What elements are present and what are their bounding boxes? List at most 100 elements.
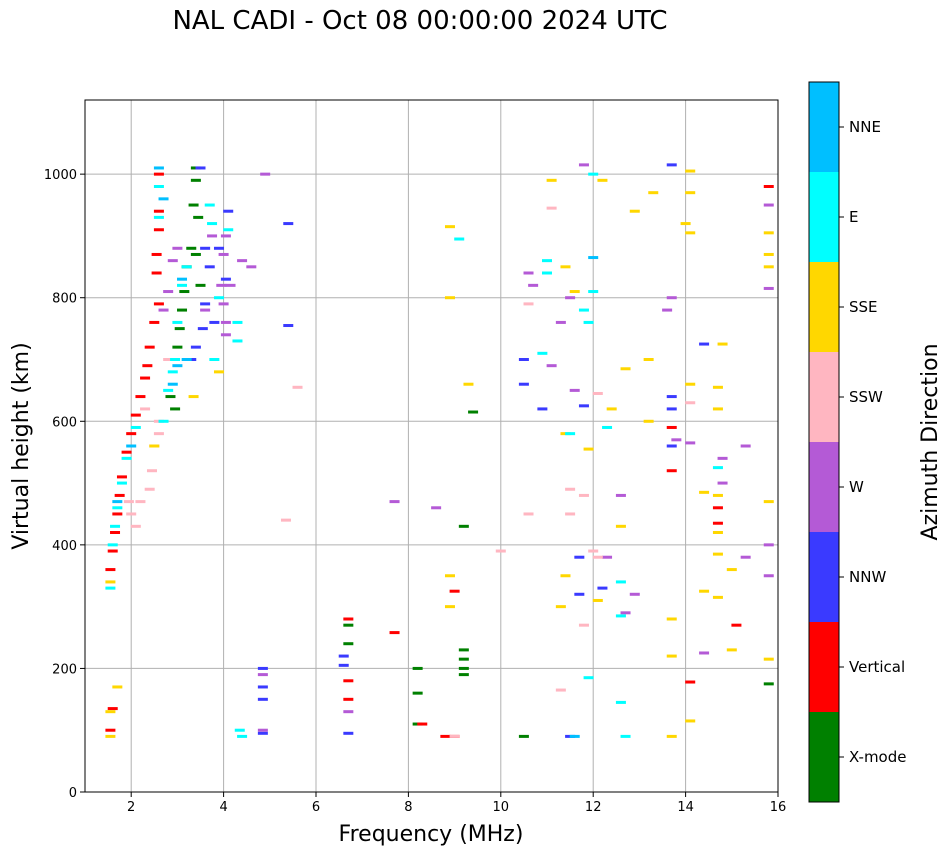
data-point-w xyxy=(257,673,268,677)
data-point-w xyxy=(343,710,354,714)
data-point-sse xyxy=(685,382,696,386)
x-tick-label: 10 xyxy=(493,800,510,815)
data-point-w xyxy=(671,438,682,442)
data-point-x-mode xyxy=(412,666,423,670)
data-point-e xyxy=(712,466,723,470)
data-point-e xyxy=(167,370,178,374)
colorbar-label: X-mode xyxy=(849,748,906,766)
colorbar-label: E xyxy=(849,208,858,226)
colorbar-label: NNW xyxy=(849,568,886,586)
data-point-vertical xyxy=(151,252,162,256)
data-point-w xyxy=(260,172,271,176)
data-point-sse xyxy=(712,407,723,411)
data-point-nnw xyxy=(597,586,608,590)
data-point-nnw xyxy=(200,246,211,250)
data-point-e xyxy=(583,320,594,324)
data-point-x-mode xyxy=(195,283,206,287)
data-point-ssw xyxy=(126,512,137,516)
chart-title: NAL CADI - Oct 08 00:00:00 2024 UTC xyxy=(172,6,668,36)
data-point-e xyxy=(107,543,118,547)
data-point-nnw xyxy=(578,404,589,408)
data-point-w xyxy=(172,246,183,250)
data-point-e xyxy=(583,676,594,680)
data-point-ssw xyxy=(123,500,134,504)
data-point-w xyxy=(565,296,576,300)
data-point-e xyxy=(112,506,123,510)
data-point-nnw xyxy=(195,166,206,170)
data-point-vertical xyxy=(666,425,677,429)
data-point-w xyxy=(220,333,231,337)
data-point-vertical xyxy=(731,623,742,627)
data-point-x-mode xyxy=(763,682,774,686)
data-point-vertical xyxy=(440,734,451,738)
y-axis-label: Virtual height (km) xyxy=(9,342,34,549)
data-point-sse xyxy=(560,265,571,269)
data-point-nne xyxy=(569,734,580,738)
data-point-x-mode xyxy=(170,407,181,411)
data-point-sse xyxy=(726,648,737,652)
colorbar-label: SSW xyxy=(849,388,883,406)
data-point-w xyxy=(528,283,539,287)
data-point-nnw xyxy=(283,324,294,328)
data-point-ssw xyxy=(523,512,534,516)
x-axis-ticks: 2 4 6 8 10 12 14 16 xyxy=(127,792,786,815)
data-point-x-mode xyxy=(412,691,423,695)
data-points xyxy=(105,163,774,738)
data-point-x-mode xyxy=(190,178,201,182)
data-point-w xyxy=(569,388,580,392)
data-point-ssw xyxy=(140,407,151,411)
data-point-vertical xyxy=(105,568,116,572)
data-point-nne xyxy=(112,500,123,504)
data-point-x-mode xyxy=(458,648,469,652)
data-point-vertical xyxy=(151,271,162,275)
data-point-vertical xyxy=(121,450,132,454)
data-point-nne xyxy=(172,364,183,368)
x-tick-label: 6 xyxy=(312,800,320,815)
data-point-nnw xyxy=(666,395,677,399)
data-point-ssw xyxy=(130,524,141,528)
data-point-sse xyxy=(712,493,723,497)
data-point-nne xyxy=(126,444,137,448)
plot-frame xyxy=(84,99,779,793)
x-tick-label: 4 xyxy=(219,800,227,815)
data-point-e xyxy=(153,185,164,188)
data-point-vertical xyxy=(135,395,146,399)
data-point-w xyxy=(717,456,728,460)
data-point-vertical xyxy=(449,589,460,593)
data-point-sse xyxy=(763,657,774,661)
data-point-vertical xyxy=(130,413,141,417)
data-point-ssw xyxy=(578,493,589,497)
data-point-nnw xyxy=(518,358,529,361)
data-point-e xyxy=(207,222,218,226)
data-point-vertical xyxy=(153,172,164,176)
data-point-nnw xyxy=(257,685,268,689)
data-point-x-mode xyxy=(177,308,188,312)
data-point-ssw xyxy=(546,206,557,210)
data-point-w xyxy=(220,234,231,238)
x-tick-label: 16 xyxy=(770,800,787,815)
data-point-vertical xyxy=(112,512,123,516)
colorbar-segment xyxy=(809,262,839,352)
data-point-e xyxy=(121,456,132,460)
data-point-x-mode xyxy=(343,642,354,646)
data-point-sse xyxy=(606,407,617,411)
data-point-x-mode xyxy=(188,203,199,207)
data-point-w xyxy=(666,296,677,300)
data-point-w xyxy=(615,493,626,497)
data-point-nnw xyxy=(190,345,201,349)
data-point-sse xyxy=(685,191,696,195)
data-point-sse xyxy=(643,419,654,423)
colorbar-segment xyxy=(809,82,839,172)
y-tick-label: 800 xyxy=(52,292,77,307)
data-point-w xyxy=(200,308,211,312)
data-point-sse xyxy=(685,719,696,723)
data-point-e xyxy=(542,271,552,275)
data-point-nnw xyxy=(338,663,349,667)
data-point-sse xyxy=(615,524,626,528)
data-point-sse xyxy=(726,568,737,572)
data-point-sse xyxy=(763,265,774,269)
data-point-w xyxy=(740,444,751,448)
data-point-sse xyxy=(763,500,774,504)
data-point-x-mode xyxy=(343,623,354,627)
data-point-w xyxy=(717,481,728,485)
